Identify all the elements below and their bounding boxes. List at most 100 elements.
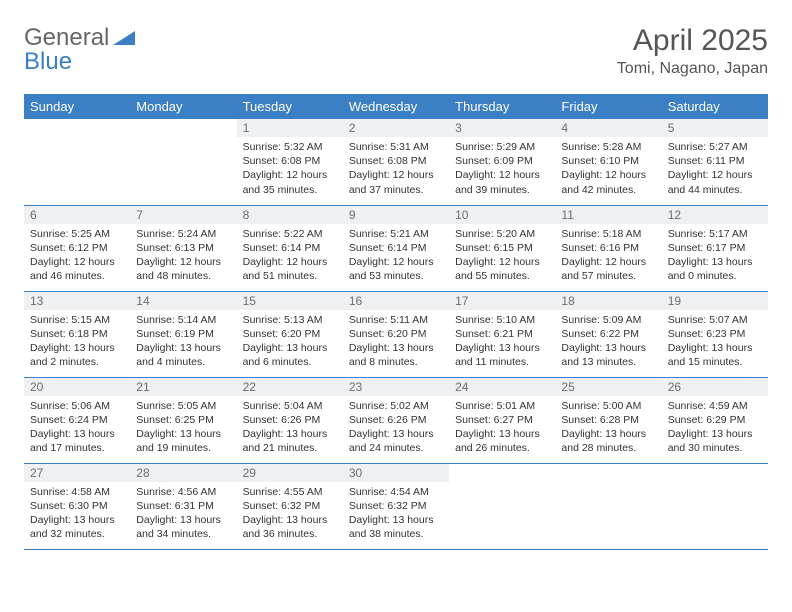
calendar-cell: 23Sunrise: 5:02 AMSunset: 6:26 PMDayligh… (343, 377, 449, 463)
sunrise-line: Sunrise: 5:22 AM (243, 227, 337, 241)
sunset-line: Sunset: 6:13 PM (136, 241, 230, 255)
sunset-line: Sunset: 6:18 PM (30, 327, 124, 341)
calendar-cell (555, 463, 661, 549)
calendar-cell: 11Sunrise: 5:18 AMSunset: 6:16 PMDayligh… (555, 205, 661, 291)
sunset-line: Sunset: 6:10 PM (561, 154, 655, 168)
calendar-cell: 1Sunrise: 5:32 AMSunset: 6:08 PMDaylight… (237, 119, 343, 205)
day-content: Sunrise: 5:02 AMSunset: 6:26 PMDaylight:… (343, 396, 449, 460)
day-content: Sunrise: 5:05 AMSunset: 6:25 PMDaylight:… (130, 396, 236, 460)
sunset-line: Sunset: 6:12 PM (30, 241, 124, 255)
calendar-cell: 10Sunrise: 5:20 AMSunset: 6:15 PMDayligh… (449, 205, 555, 291)
daylight-line: Daylight: 13 hours and 2 minutes. (30, 341, 124, 369)
day-number: 17 (449, 292, 555, 310)
sunrise-line: Sunrise: 5:02 AM (349, 399, 443, 413)
day-number: 25 (555, 378, 661, 396)
calendar-cell: 9Sunrise: 5:21 AMSunset: 6:14 PMDaylight… (343, 205, 449, 291)
sunrise-line: Sunrise: 5:20 AM (455, 227, 549, 241)
day-content: Sunrise: 5:10 AMSunset: 6:21 PMDaylight:… (449, 310, 555, 374)
calendar-cell: 20Sunrise: 5:06 AMSunset: 6:24 PMDayligh… (24, 377, 130, 463)
day-content: Sunrise: 4:55 AMSunset: 6:32 PMDaylight:… (237, 482, 343, 546)
day-number: 12 (662, 206, 768, 224)
day-number: 21 (130, 378, 236, 396)
sunrise-line: Sunrise: 5:05 AM (136, 399, 230, 413)
sunset-line: Sunset: 6:11 PM (668, 154, 762, 168)
sunset-line: Sunset: 6:32 PM (349, 499, 443, 513)
day-number: 24 (449, 378, 555, 396)
calendar-row: 13Sunrise: 5:15 AMSunset: 6:18 PMDayligh… (24, 291, 768, 377)
sunset-line: Sunset: 6:09 PM (455, 154, 549, 168)
calendar-cell (24, 119, 130, 205)
sunset-line: Sunset: 6:08 PM (243, 154, 337, 168)
day-content: Sunrise: 5:18 AMSunset: 6:16 PMDaylight:… (555, 224, 661, 288)
daylight-line: Daylight: 13 hours and 30 minutes. (668, 427, 762, 455)
day-content: Sunrise: 5:21 AMSunset: 6:14 PMDaylight:… (343, 224, 449, 288)
calendar-cell: 3Sunrise: 5:29 AMSunset: 6:09 PMDaylight… (449, 119, 555, 205)
calendar-cell: 18Sunrise: 5:09 AMSunset: 6:22 PMDayligh… (555, 291, 661, 377)
weekday-header: Thursday (449, 94, 555, 119)
calendar-row: 20Sunrise: 5:06 AMSunset: 6:24 PMDayligh… (24, 377, 768, 463)
sunset-line: Sunset: 6:32 PM (243, 499, 337, 513)
daylight-line: Daylight: 12 hours and 35 minutes. (243, 168, 337, 196)
sunrise-line: Sunrise: 5:14 AM (136, 313, 230, 327)
sunset-line: Sunset: 6:14 PM (243, 241, 337, 255)
weekday-header: Monday (130, 94, 236, 119)
sunrise-line: Sunrise: 5:29 AM (455, 140, 549, 154)
topbar: General April 2025 Tomi, Nagano, Japan (24, 24, 768, 78)
calendar-header-row: SundayMondayTuesdayWednesdayThursdayFrid… (24, 94, 768, 119)
day-content: Sunrise: 4:59 AMSunset: 6:29 PMDaylight:… (662, 396, 768, 460)
daylight-line: Daylight: 12 hours and 55 minutes. (455, 255, 549, 283)
daylight-line: Daylight: 12 hours and 51 minutes. (243, 255, 337, 283)
day-number: 22 (237, 378, 343, 396)
day-content: Sunrise: 5:06 AMSunset: 6:24 PMDaylight:… (24, 396, 130, 460)
sunset-line: Sunset: 6:20 PM (243, 327, 337, 341)
sunset-line: Sunset: 6:30 PM (30, 499, 124, 513)
day-number: 1 (237, 119, 343, 137)
daylight-line: Daylight: 12 hours and 46 minutes. (30, 255, 124, 283)
sunrise-line: Sunrise: 5:10 AM (455, 313, 549, 327)
day-content: Sunrise: 5:24 AMSunset: 6:13 PMDaylight:… (130, 224, 236, 288)
daylight-line: Daylight: 13 hours and 24 minutes. (349, 427, 443, 455)
day-number: 15 (237, 292, 343, 310)
logo-triangle-icon (113, 24, 135, 52)
calendar-cell: 21Sunrise: 5:05 AMSunset: 6:25 PMDayligh… (130, 377, 236, 463)
sunrise-line: Sunrise: 4:54 AM (349, 485, 443, 499)
day-number: 9 (343, 206, 449, 224)
day-content: Sunrise: 5:11 AMSunset: 6:20 PMDaylight:… (343, 310, 449, 374)
calendar-cell: 29Sunrise: 4:55 AMSunset: 6:32 PMDayligh… (237, 463, 343, 549)
calendar-cell: 26Sunrise: 4:59 AMSunset: 6:29 PMDayligh… (662, 377, 768, 463)
daylight-line: Daylight: 13 hours and 26 minutes. (455, 427, 549, 455)
day-content: Sunrise: 5:04 AMSunset: 6:26 PMDaylight:… (237, 396, 343, 460)
day-content: Sunrise: 4:58 AMSunset: 6:30 PMDaylight:… (24, 482, 130, 546)
day-number: 28 (130, 464, 236, 482)
day-content: Sunrise: 4:56 AMSunset: 6:31 PMDaylight:… (130, 482, 236, 546)
daylight-line: Daylight: 13 hours and 15 minutes. (668, 341, 762, 369)
weekday-header: Saturday (662, 94, 768, 119)
weekday-header: Wednesday (343, 94, 449, 119)
day-number: 5 (662, 119, 768, 137)
day-number: 29 (237, 464, 343, 482)
calendar-cell: 7Sunrise: 5:24 AMSunset: 6:13 PMDaylight… (130, 205, 236, 291)
day-number: 8 (237, 206, 343, 224)
sunrise-line: Sunrise: 5:17 AM (668, 227, 762, 241)
daylight-line: Daylight: 13 hours and 19 minutes. (136, 427, 230, 455)
daylight-line: Daylight: 12 hours and 57 minutes. (561, 255, 655, 283)
sunset-line: Sunset: 6:21 PM (455, 327, 549, 341)
calendar-cell: 30Sunrise: 4:54 AMSunset: 6:32 PMDayligh… (343, 463, 449, 549)
day-number: 2 (343, 119, 449, 137)
sunrise-line: Sunrise: 5:32 AM (243, 140, 337, 154)
day-number: 19 (662, 292, 768, 310)
calendar-cell: 13Sunrise: 5:15 AMSunset: 6:18 PMDayligh… (24, 291, 130, 377)
weekday-header: Friday (555, 94, 661, 119)
daylight-line: Daylight: 13 hours and 32 minutes. (30, 513, 124, 541)
day-content: Sunrise: 5:20 AMSunset: 6:15 PMDaylight:… (449, 224, 555, 288)
day-content: Sunrise: 5:32 AMSunset: 6:08 PMDaylight:… (237, 137, 343, 201)
daylight-line: Daylight: 13 hours and 21 minutes. (243, 427, 337, 455)
day-number: 14 (130, 292, 236, 310)
logo-text-blue: Blue (24, 48, 72, 76)
day-content: Sunrise: 5:14 AMSunset: 6:19 PMDaylight:… (130, 310, 236, 374)
sunrise-line: Sunrise: 5:18 AM (561, 227, 655, 241)
sunrise-line: Sunrise: 5:15 AM (30, 313, 124, 327)
title-area: April 2025 Tomi, Nagano, Japan (617, 24, 768, 78)
calendar-cell: 15Sunrise: 5:13 AMSunset: 6:20 PMDayligh… (237, 291, 343, 377)
sunset-line: Sunset: 6:31 PM (136, 499, 230, 513)
